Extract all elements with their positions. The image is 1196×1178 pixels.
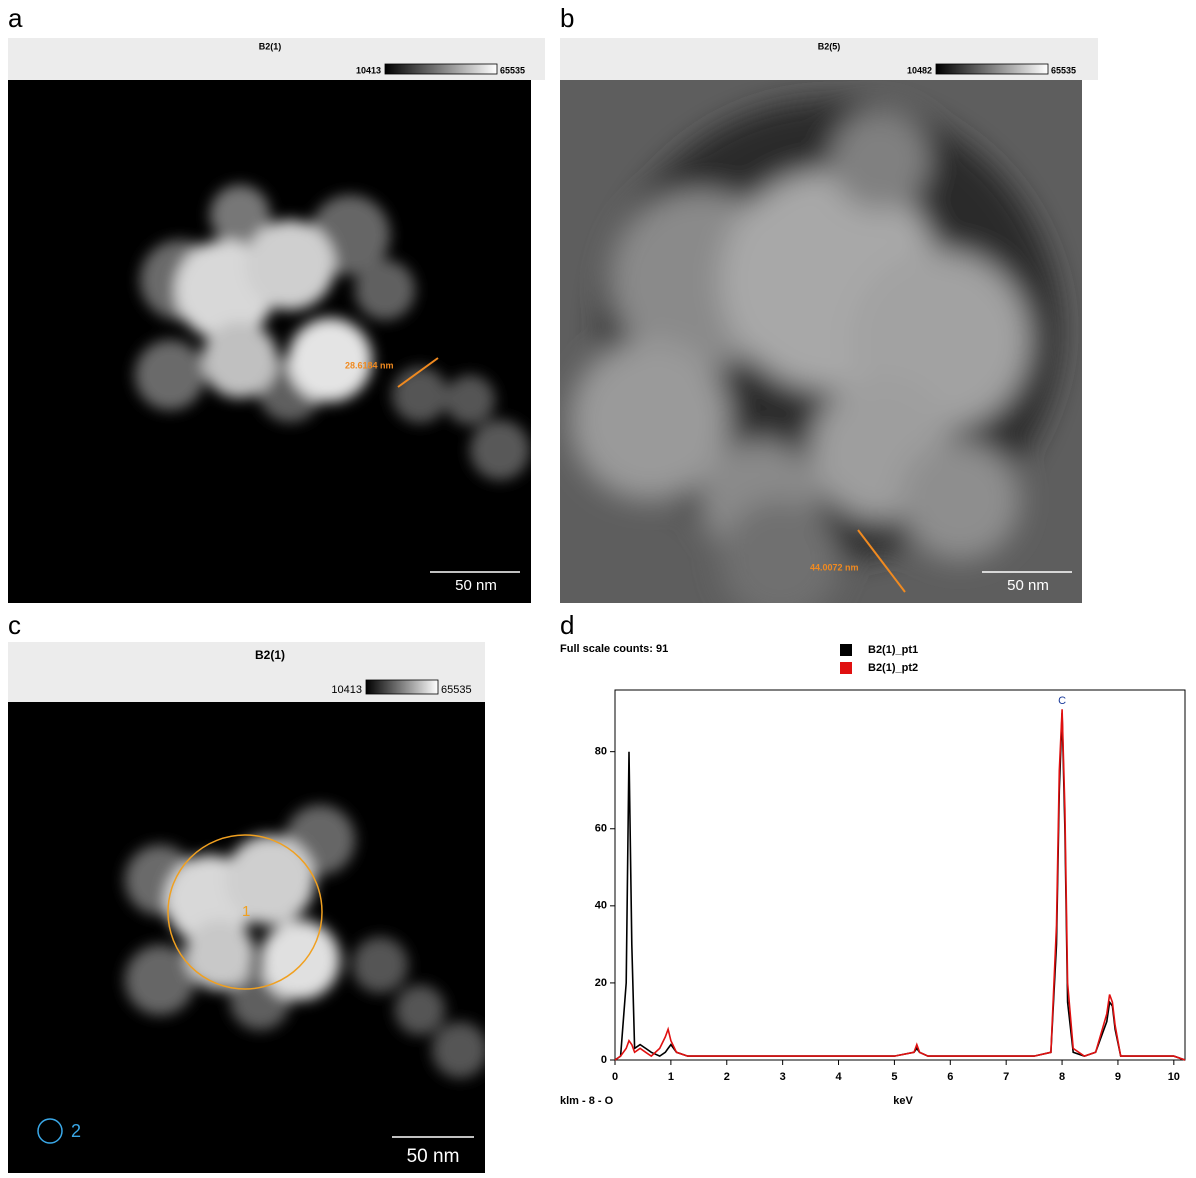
y-tick-label: 0 [601,1054,607,1066]
particles [125,805,485,1078]
spectrum-line [614,709,1186,1061]
x-tick-label: 5 [891,1071,897,1083]
colorbar [384,63,498,75]
colorbar-max: 65535 [500,65,525,75]
y-tick-label: 80 [595,746,607,758]
legend-swatch [840,662,852,674]
plot-frame [614,689,1186,1061]
peak-label: C [1058,695,1066,707]
particles [135,185,530,480]
region-circle [37,1118,63,1144]
image-title: B2(5) [818,41,841,51]
image-title: B2(1) [255,648,285,662]
scale-bar-label: 50 nm [407,1146,460,1167]
x-tick-label: 0 [612,1071,618,1083]
chart-footer: klm - 8 - O [560,1095,614,1107]
panel-letter: d [560,610,574,640]
x-tick-label: 4 [835,1071,842,1083]
y-tick-label: 20 [595,977,607,989]
colorbar-max: 65535 [441,684,472,696]
spectrum-line [614,713,1186,1061]
panel-letter: b [560,3,574,33]
y-tick-label: 40 [595,900,607,912]
x-tick-label: 6 [947,1071,953,1083]
chart-subtitle: Full scale counts: 91 [560,643,668,655]
x-tick-label: 7 [1003,1071,1009,1083]
x-tick-label: 9 [1115,1071,1121,1083]
region-label: 2 [71,1121,81,1141]
x-tick-label: 8 [1059,1071,1065,1083]
x-tick-label: 3 [780,1071,786,1083]
colorbar [935,63,1049,75]
legend-swatch [840,644,852,656]
panel-letter: a [8,3,23,33]
region-circle [167,834,323,990]
legend-label: B2(1)_pt2 [868,662,918,674]
y-tick-label: 60 [595,823,607,835]
measurement-line [397,357,439,388]
colorbar-min: 10413 [356,65,381,75]
image-title: B2(1) [259,41,282,51]
x-axis-label: keV [893,1095,913,1107]
colorbar-min: 10413 [331,684,362,696]
colorbar-min: 10482 [907,65,932,75]
colorbar-max: 65535 [1051,65,1076,75]
legend-label: B2(1)_pt1 [868,644,918,656]
measurement-label: 44.0072 nm [810,562,859,572]
x-tick-label: 10 [1168,1071,1180,1083]
panel-letter: c [8,610,21,640]
x-tick-label: 2 [724,1071,730,1083]
particles [570,100,1060,603]
colorbar [365,679,439,695]
scale-bar-label: 50 nm [1007,577,1049,594]
scale-bar-label: 50 nm [455,577,497,594]
x-tick-label: 1 [668,1071,674,1083]
measurement-label: 28.6184 nm [345,360,394,370]
measurement-line [857,529,906,593]
region-label: 1 [242,903,250,920]
